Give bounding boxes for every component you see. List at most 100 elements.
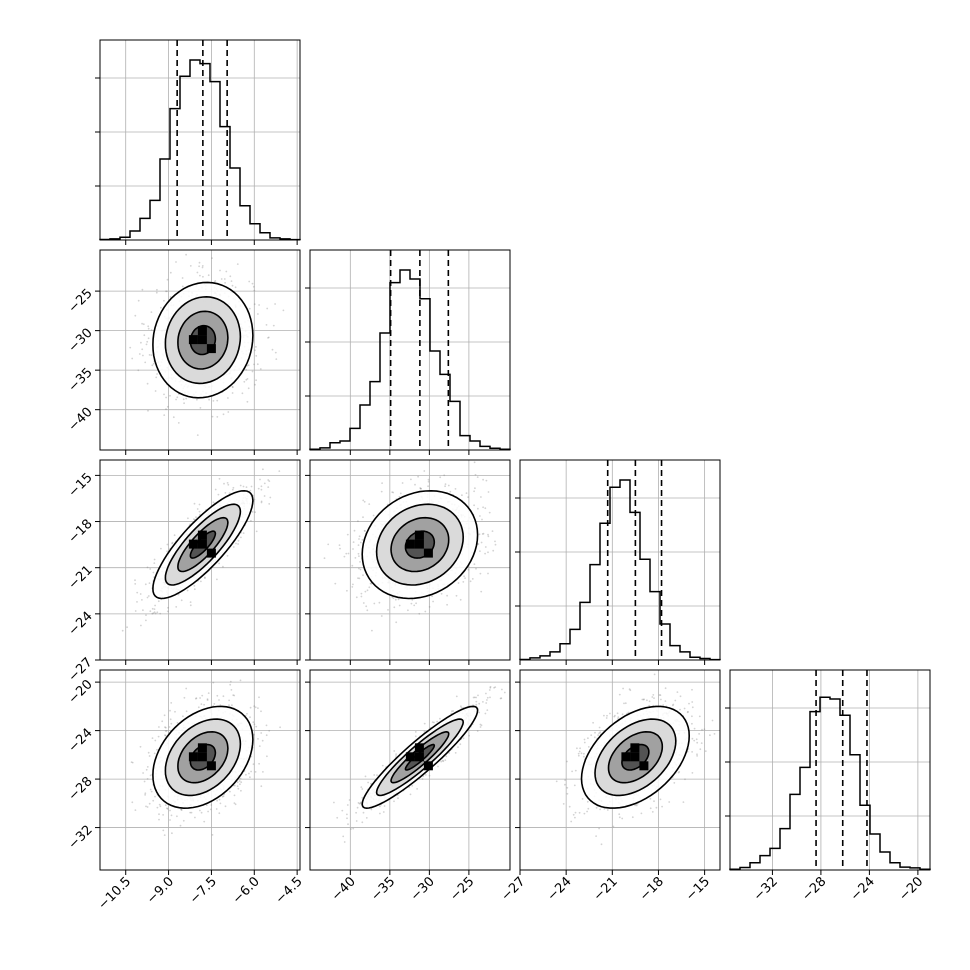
scatter-point — [147, 595, 150, 597]
scatter-point — [474, 473, 477, 476]
scatter-point — [200, 811, 203, 814]
scatter-point — [401, 482, 404, 484]
scatter-point — [468, 734, 470, 737]
scatter-point — [446, 603, 448, 606]
scatter-point — [233, 784, 236, 787]
scatter-point — [527, 561, 529, 563]
scatter-point — [226, 554, 229, 557]
scatter-point — [154, 390, 157, 392]
scatter-point — [156, 288, 158, 291]
scatter-point — [147, 337, 150, 340]
scatter-point — [479, 550, 481, 552]
scatter-point — [250, 770, 253, 773]
scatter-point — [142, 609, 144, 612]
scatter-point — [257, 738, 259, 740]
scatter-point — [169, 296, 172, 298]
contour-2 — [164, 295, 242, 385]
scatter-point — [231, 385, 234, 388]
scatter-point — [387, 609, 389, 611]
scatter-point — [358, 567, 360, 570]
scatter-point — [459, 598, 462, 601]
scatter-point — [257, 707, 259, 709]
scatter-point — [149, 774, 152, 777]
scatter-point — [267, 486, 270, 488]
scatter-point — [414, 483, 416, 486]
scatter-point — [227, 397, 229, 399]
scatter-point — [279, 726, 281, 729]
scatter-point — [196, 271, 199, 274]
scatter-point — [218, 798, 221, 801]
scatter-point — [475, 567, 477, 570]
scatter-point — [327, 543, 330, 546]
scatter-point — [346, 533, 349, 536]
scatter-point — [248, 280, 251, 283]
scatter-point — [477, 694, 479, 697]
scatter-point — [355, 596, 358, 599]
scatter-point — [154, 604, 157, 607]
panel-content — [100, 250, 300, 450]
scatter-point — [255, 346, 257, 348]
scatter-point — [378, 601, 381, 604]
scatter-point — [479, 572, 482, 575]
scatter-point — [352, 827, 355, 830]
scatter-point — [177, 422, 180, 424]
scatter-point — [354, 557, 357, 559]
scatter-point — [212, 501, 215, 504]
scatter-point — [482, 478, 484, 481]
scatter-point — [247, 364, 250, 367]
scatter-point — [357, 520, 359, 523]
scatter-point — [166, 550, 169, 553]
scatter-point — [224, 492, 227, 494]
scatter-point — [151, 737, 154, 739]
scatter-point — [134, 579, 136, 582]
scatter-point — [214, 488, 217, 491]
scatter-point — [147, 327, 150, 330]
scatter-point — [176, 722, 179, 724]
scatter-point — [413, 604, 416, 607]
scatter-point — [148, 582, 151, 584]
scatter-point — [253, 723, 256, 726]
scatter-point — [365, 605, 368, 608]
scatter-point — [260, 785, 263, 788]
scatter-point — [145, 614, 147, 616]
scatter-point — [411, 599, 414, 601]
scatter-point — [272, 324, 275, 327]
scatter-point — [256, 363, 259, 366]
scatter-point — [254, 511, 256, 514]
scatter-point — [163, 299, 165, 302]
scatter-point — [245, 773, 247, 776]
scatter-point — [455, 594, 458, 597]
scatter-point — [268, 503, 271, 505]
scatter-point — [361, 539, 364, 541]
scatter-point — [208, 398, 211, 401]
scatter-point — [414, 735, 417, 738]
scatter-point — [156, 748, 158, 751]
scatter-point — [262, 468, 264, 471]
scatter-point — [193, 588, 196, 591]
scatter-point — [241, 392, 244, 395]
panel-frame — [99, 39, 301, 241]
scatter-point — [266, 755, 268, 758]
scatter-point — [467, 496, 469, 498]
scatter-point — [487, 535, 490, 538]
scatter-point — [360, 595, 363, 598]
scatter-point — [165, 396, 168, 399]
scatter-point — [170, 702, 173, 704]
scatter-point — [246, 400, 249, 403]
scatter-point — [486, 709, 489, 711]
scatter-point — [146, 340, 149, 343]
scatter-point — [139, 593, 142, 595]
panel-frame — [99, 669, 301, 871]
scatter-point — [258, 696, 260, 699]
scatter-point — [393, 800, 395, 803]
scatter-point — [269, 496, 272, 499]
scatter-point — [249, 776, 251, 779]
scatter-point — [193, 502, 196, 505]
scatter-point — [207, 274, 210, 277]
scatter-panel-3-1 — [95, 459, 301, 665]
scatter-point — [223, 278, 226, 280]
scatter-panel-2-1 — [95, 249, 301, 455]
scatter-point — [473, 504, 475, 507]
scatter-point — [227, 411, 230, 413]
density-cell — [188, 752, 198, 762]
